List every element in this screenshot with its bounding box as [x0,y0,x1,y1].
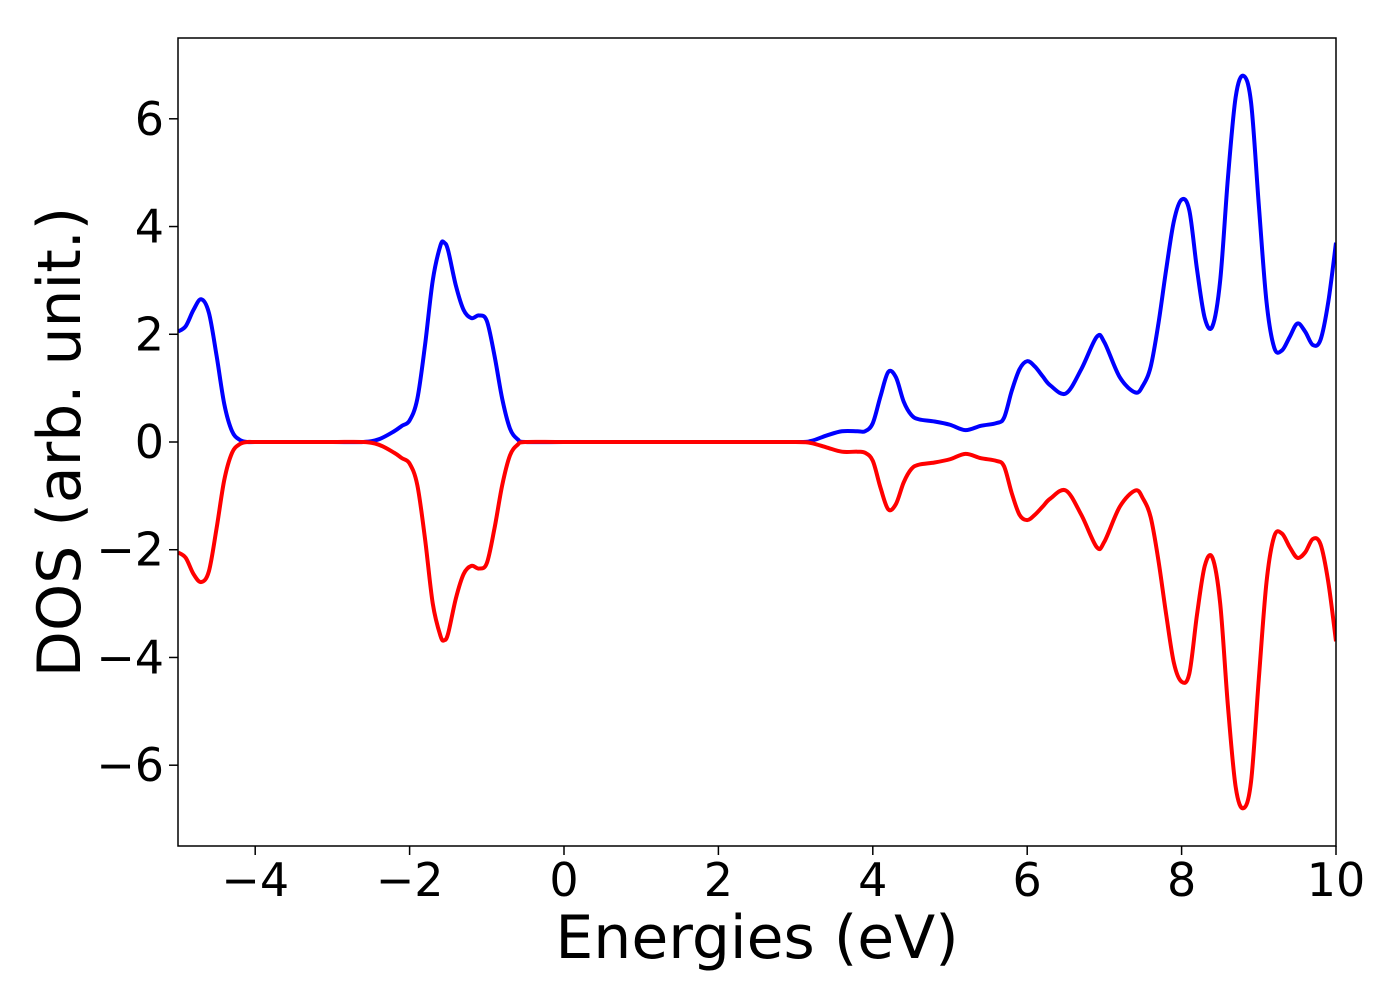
y-tick-label: 2 [135,307,164,361]
x-tick-label: 4 [858,853,887,907]
y-tick-label: −6 [96,738,164,792]
x-tick-label: −2 [376,853,444,907]
plot-area [177,37,1337,847]
x-tick-label: 2 [704,853,733,907]
x-axis: −4 −2 0 2 4 6 8 10 [221,846,1365,907]
y-tick-label: 0 [135,415,164,469]
series-line-1 [178,439,1336,811]
x-tick-label: 10 [1307,853,1366,907]
series-line-0 [178,73,1336,445]
y-tick-label: −2 [96,523,164,577]
y-axis: −6 −4 −2 0 2 4 6 [96,92,178,792]
y-axis-title: DOS (arb. unit.) [25,207,95,677]
y-tick-label: −4 [96,630,164,684]
series-layer [178,73,1336,811]
x-axis-title: Energies (eV) [555,903,958,973]
x-tick-label: 6 [1013,853,1042,907]
x-tick-label: 0 [549,853,578,907]
y-tick-label: 6 [135,92,164,146]
x-tick-label: −4 [221,853,289,907]
x-tick-label: 8 [1167,853,1196,907]
y-tick-label: 4 [135,200,164,254]
